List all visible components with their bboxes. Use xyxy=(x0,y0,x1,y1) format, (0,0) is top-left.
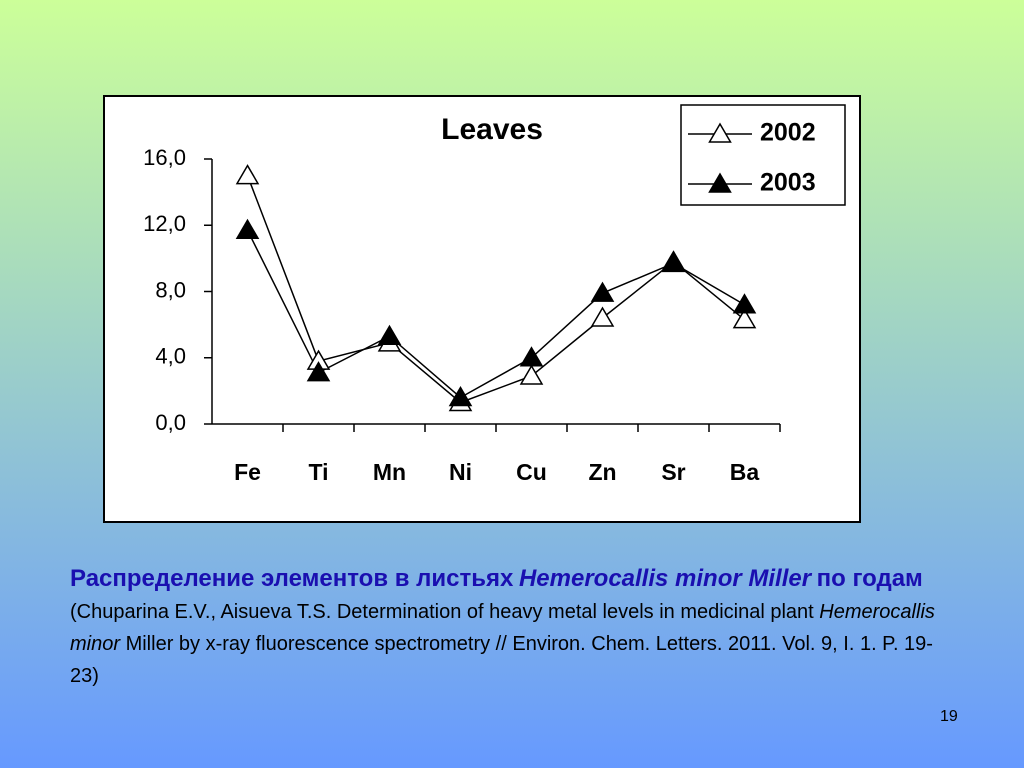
y-tick-label: 16,0 xyxy=(143,145,186,170)
chart-title: Leaves xyxy=(441,113,543,146)
reference: (Chuparina E.V., Aisueva T.S. Determinat… xyxy=(70,601,814,623)
slide-number: 19 xyxy=(940,708,958,725)
marker xyxy=(732,293,757,314)
x-tick-label: Mn xyxy=(373,459,406,485)
legend-label: 2003 xyxy=(760,169,816,197)
marker xyxy=(519,346,544,367)
legend-marker xyxy=(708,172,732,193)
caption: Распределение элементов в листьях Hemero… xyxy=(70,563,950,692)
legend xyxy=(680,104,846,206)
y-tick-label: 12,0 xyxy=(143,211,186,236)
legend-label: 2002 xyxy=(760,119,816,147)
y-tick-label: 8,0 xyxy=(155,277,186,302)
x-tick-label: Sr xyxy=(661,459,685,485)
reference-end: Miller by x-ray fluorescence spectrometr… xyxy=(70,633,933,687)
series-line xyxy=(246,229,745,399)
x-tick-label: Ni xyxy=(449,459,472,485)
marker xyxy=(590,281,615,302)
legend-marker xyxy=(708,122,732,143)
marker xyxy=(519,364,544,385)
caption-species: Hemerocallis minor Miller xyxy=(518,565,812,592)
marker xyxy=(732,308,757,329)
y-tick-label: 4,0 xyxy=(155,344,186,369)
x-tick-label: Cu xyxy=(516,459,547,485)
marker xyxy=(235,164,260,185)
marker xyxy=(661,251,686,273)
marker xyxy=(235,218,260,239)
reference-species: Hemerocallis minor xyxy=(70,601,935,655)
marker xyxy=(377,324,402,345)
caption-heading-end: по годам xyxy=(816,565,923,592)
marker xyxy=(590,306,615,327)
x-tick-label: Zn xyxy=(588,459,616,485)
chart: Leaves 0,0 4,0 8,0 12,0 16,0 Fe Ti Mn Ni Cu Zn Sr Ba… xyxy=(103,95,861,523)
x-tick-label: Ba xyxy=(730,459,760,485)
y-tick-label: 0,0 xyxy=(155,410,186,435)
x-tick-label: Fe xyxy=(234,459,261,485)
marker xyxy=(448,386,473,407)
caption-heading: Распределение элементов в листьях xyxy=(70,565,514,592)
x-tick-label: Ti xyxy=(308,459,328,485)
marker xyxy=(306,361,331,382)
series-line xyxy=(246,175,745,404)
